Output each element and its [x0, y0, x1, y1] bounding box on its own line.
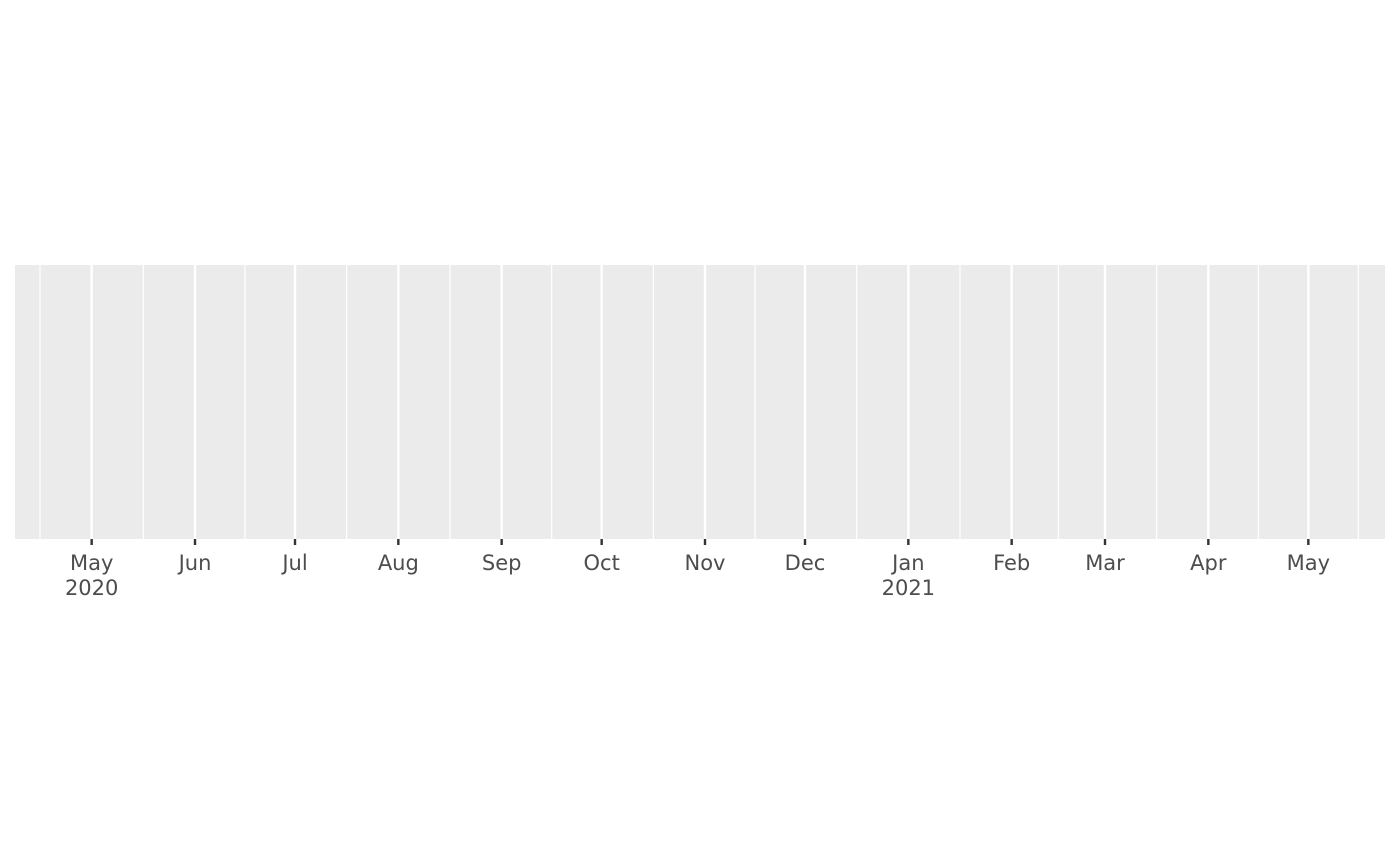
x-tick-label-2: Jul: [280, 551, 307, 575]
x-axis-ticks: [90, 539, 1310, 545]
panel-background: [15, 265, 1385, 539]
x-tick-label-7: Dec: [785, 551, 826, 575]
x-tick-label-12: May: [1287, 551, 1330, 575]
x-tick-sublabel-8: 2021: [882, 576, 935, 600]
x-tick-label-8: Jan: [890, 551, 924, 575]
x-tick-label-0: May: [70, 551, 113, 575]
x-tick-label-11: Apr: [1190, 551, 1227, 575]
x-tick-label-10: Mar: [1085, 551, 1125, 575]
x-tick-label-5: Oct: [584, 551, 620, 575]
x-tick-label-6: Nov: [685, 551, 726, 575]
x-tick-label-9: Feb: [993, 551, 1030, 575]
x-tick-label-4: Sep: [482, 551, 522, 575]
x-tick-label-1: Jun: [177, 551, 212, 575]
major-gridlines: [90, 265, 1310, 539]
minor-gridlines: [39, 265, 1359, 539]
x-tick-label-3: Aug: [378, 551, 419, 575]
x-tick-sublabel-0: 2020: [65, 576, 118, 600]
